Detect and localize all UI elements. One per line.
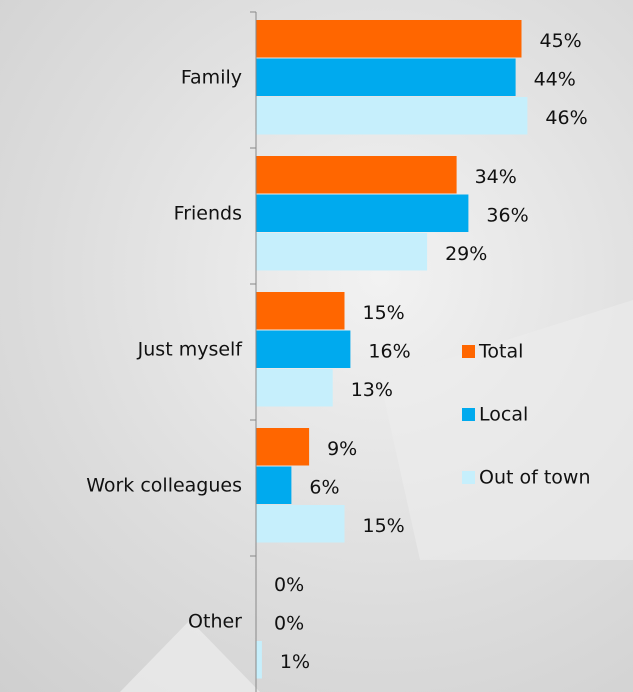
bar (256, 505, 345, 543)
category-label: Family (181, 66, 242, 88)
legend-label: Local (479, 404, 528, 426)
legend-swatch (462, 408, 475, 421)
bar (256, 330, 351, 368)
bar (256, 369, 333, 407)
data-label: 46% (545, 107, 587, 129)
legend-swatch (462, 345, 475, 358)
data-label: 0% (274, 574, 304, 596)
bar (256, 58, 516, 96)
data-label: 34% (475, 166, 517, 188)
category-label: Just myself (137, 338, 244, 360)
background-shape (120, 620, 260, 692)
bar (256, 466, 292, 504)
data-label: 16% (368, 340, 410, 362)
data-label: 15% (363, 515, 405, 537)
background-shape (380, 300, 633, 560)
bar (256, 194, 469, 232)
bar (256, 156, 457, 194)
bar (256, 641, 262, 679)
data-label: 44% (534, 68, 576, 90)
bar (256, 292, 345, 330)
bar (256, 97, 528, 135)
data-label: 0% (274, 612, 304, 634)
bar (256, 233, 428, 271)
category-label: Friends (174, 202, 242, 224)
legend-label: Out of town (479, 467, 591, 489)
bar (256, 20, 522, 58)
category-label: Work colleagues (86, 474, 242, 496)
data-label: 6% (309, 476, 339, 498)
data-label: 45% (540, 30, 582, 52)
data-label: 29% (445, 243, 487, 265)
data-label: 15% (363, 302, 405, 324)
legend-label: Total (478, 341, 523, 363)
bar (256, 428, 310, 466)
data-label: 1% (280, 651, 310, 673)
data-label: 9% (327, 438, 357, 460)
data-label: 36% (486, 204, 528, 226)
data-label: 13% (351, 379, 393, 401)
category-label: Other (188, 610, 242, 632)
legend-swatch (462, 471, 475, 484)
